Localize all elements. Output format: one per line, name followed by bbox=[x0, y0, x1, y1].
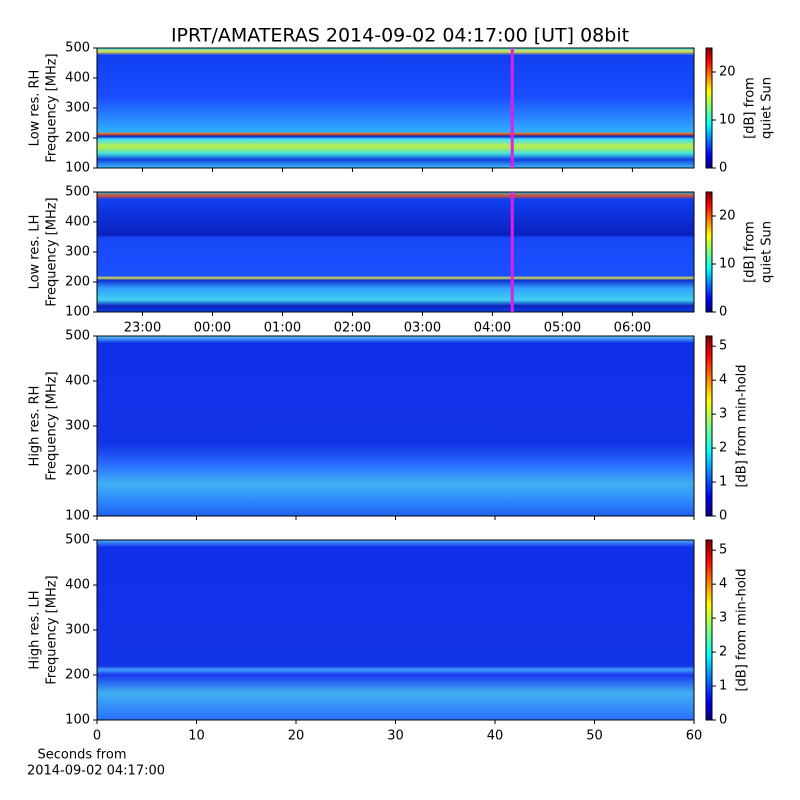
x-tick-label: 40 bbox=[487, 729, 504, 744]
colorbar-tick-label: 0 bbox=[719, 305, 727, 320]
x-tick-label: 10 bbox=[188, 729, 205, 744]
spectrogram bbox=[97, 540, 694, 720]
colorbar-tick-label: 10 bbox=[719, 257, 736, 272]
x-tick-label: 00:00 bbox=[194, 321, 231, 336]
colorbar-tick-label: 3 bbox=[719, 611, 727, 626]
y-tick-label: 300 bbox=[65, 101, 90, 116]
x-tick-label: 0 bbox=[93, 729, 101, 744]
colorbar-tick-label: 3 bbox=[719, 407, 727, 422]
y-tick-label: 200 bbox=[65, 131, 90, 146]
y-tick-label: 100 bbox=[65, 713, 90, 728]
y-tick-label: 300 bbox=[65, 419, 90, 434]
y-axis-label: Low res. LH bbox=[28, 215, 43, 290]
y-tick-label: 400 bbox=[65, 578, 90, 593]
y-axis-label: Frequency [MHz] bbox=[45, 197, 60, 306]
colorbar-tick-label: 20 bbox=[719, 65, 736, 80]
x-tick-label: 01:00 bbox=[264, 321, 301, 336]
chart-title: IPRT/AMATERAS 2014-09-02 04:17:00 [UT] 0… bbox=[171, 25, 629, 47]
colorbar-tick-label: 5 bbox=[719, 543, 727, 558]
x-axis-label: 2014-09-02 04:17:00 bbox=[27, 764, 165, 779]
y-tick-label: 500 bbox=[65, 329, 90, 344]
colorbar-tick-label: 2 bbox=[719, 441, 727, 456]
x-tick-label: 60 bbox=[686, 729, 703, 744]
colorbar-tick-label: 0 bbox=[719, 713, 727, 728]
colorbar-label: [dB] from bbox=[743, 77, 758, 139]
y-axis-label: High res. RH bbox=[28, 386, 43, 467]
x-axis-label: Seconds from bbox=[37, 748, 126, 763]
colorbar-tick-label: 5 bbox=[719, 339, 727, 354]
y-axis-label: Frequency [MHz] bbox=[45, 53, 60, 162]
colorbar-label: [dB] from bbox=[743, 221, 758, 283]
colorbar-tick-label: 4 bbox=[719, 373, 727, 388]
colorbar-tick-label: 10 bbox=[719, 113, 736, 128]
x-tick-label: 23:00 bbox=[124, 321, 161, 336]
y-tick-label: 300 bbox=[65, 623, 90, 638]
y-tick-label: 200 bbox=[65, 464, 90, 479]
spectrogram bbox=[97, 48, 694, 168]
colorbar-tick-label: 0 bbox=[719, 161, 727, 176]
x-tick-label: 30 bbox=[387, 729, 404, 744]
y-tick-label: 200 bbox=[65, 668, 90, 683]
y-axis-label: Low res. RH bbox=[28, 70, 43, 147]
y-axis-label: Frequency [MHz] bbox=[45, 575, 60, 684]
y-tick-label: 200 bbox=[65, 275, 90, 290]
y-tick-label: 400 bbox=[65, 215, 90, 230]
colorbar-tick-label: 0 bbox=[719, 509, 727, 524]
colorbar-label: quiet Sun bbox=[760, 77, 775, 139]
y-tick-label: 100 bbox=[65, 509, 90, 524]
colorbar-tick-label: 4 bbox=[719, 577, 727, 592]
y-axis-label: Frequency [MHz] bbox=[45, 371, 60, 480]
colorbar bbox=[705, 335, 713, 517]
colorbar-tick-label: 20 bbox=[719, 209, 736, 224]
colorbar-tick-label: 2 bbox=[719, 645, 727, 660]
y-tick-label: 400 bbox=[65, 374, 90, 389]
y-tick-label: 400 bbox=[65, 71, 90, 86]
y-tick-label: 500 bbox=[65, 185, 90, 200]
colorbar-tick-label: 1 bbox=[719, 679, 727, 694]
x-tick-label: 50 bbox=[586, 729, 603, 744]
y-tick-label: 300 bbox=[65, 245, 90, 260]
colorbar-label: [dB] from min-hold bbox=[735, 364, 750, 487]
colorbar bbox=[705, 539, 713, 721]
x-tick-label: 05:00 bbox=[544, 321, 581, 336]
y-tick-label: 100 bbox=[65, 161, 90, 176]
x-tick-label: 04:00 bbox=[474, 321, 511, 336]
y-tick-label: 500 bbox=[65, 41, 90, 56]
y-axis-label: High res. LH bbox=[28, 590, 43, 669]
colorbar-tick-label: 1 bbox=[719, 475, 727, 490]
colorbar-label: [dB] from min-hold bbox=[735, 568, 750, 691]
spectrogram bbox=[97, 192, 694, 312]
colorbar-label: quiet Sun bbox=[760, 221, 775, 283]
y-tick-label: 500 bbox=[65, 533, 90, 548]
y-tick-label: 100 bbox=[65, 305, 90, 320]
colorbar bbox=[705, 47, 713, 169]
x-tick-label: 20 bbox=[288, 729, 305, 744]
x-tick-label: 03:00 bbox=[404, 321, 441, 336]
spectrogram bbox=[97, 336, 694, 516]
x-tick-label: 06:00 bbox=[614, 321, 651, 336]
x-tick-label: 02:00 bbox=[334, 321, 371, 336]
colorbar bbox=[705, 191, 713, 313]
